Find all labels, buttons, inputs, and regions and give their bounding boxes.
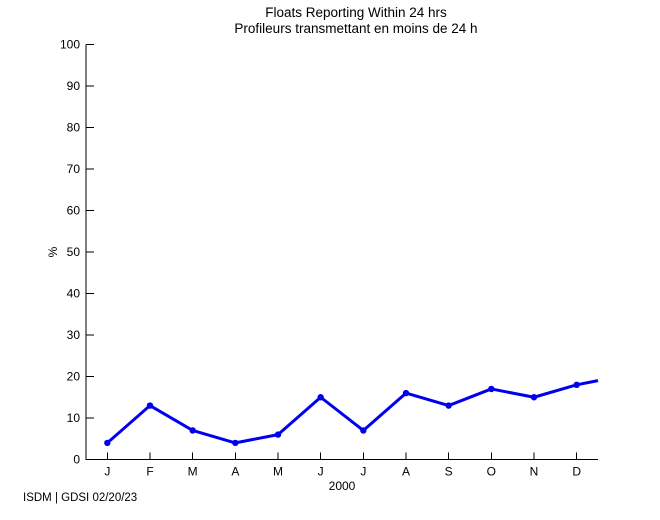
x-tick-label: J <box>104 465 110 479</box>
x-tick-label: O <box>487 465 496 479</box>
data-point-marker <box>445 402 452 409</box>
data-point-marker <box>104 439 111 447</box>
chart-title: Floats Reporting Within 24 hrs <box>265 5 447 20</box>
chart-subtitle: Profileurs transmettant en moins de 24 h <box>234 21 478 36</box>
data-point-marker <box>488 385 495 393</box>
data-point-marker <box>146 402 154 409</box>
x-tick-label: A <box>231 465 239 479</box>
y-tick-label: 40 <box>67 287 81 301</box>
x-tick-label: A <box>402 465 410 479</box>
data-point-marker <box>530 394 538 401</box>
data-point-marker <box>274 431 282 438</box>
data-series-line <box>106 379 599 445</box>
x-tick-label: M <box>273 465 283 479</box>
x-tick-label: M <box>188 465 198 479</box>
x-axis-year-label: 2000 <box>328 479 356 493</box>
data-point-marker <box>360 427 367 434</box>
y-tick-label: 70 <box>67 162 81 176</box>
y-tick-label: 50 <box>67 245 81 259</box>
data-point-marker <box>232 439 239 447</box>
footer-credit: ISDM | GDSI 02/20/23 <box>23 492 138 504</box>
y-tick-label: 80 <box>67 121 81 135</box>
y-tick-label: 20 <box>67 370 81 384</box>
x-tick-label: F <box>146 465 153 479</box>
x-tick-label: J <box>318 465 324 479</box>
y-tick-label: 10 <box>67 411 81 425</box>
data-point-marker <box>402 389 410 397</box>
y-tick-label: 0 <box>73 453 80 467</box>
y-tick-label: 60 <box>67 204 81 218</box>
data-point-marker <box>573 381 580 388</box>
y-tick-label: 90 <box>67 79 81 93</box>
x-tick-label: D <box>572 465 581 479</box>
y-tick-label: 100 <box>60 38 80 52</box>
x-tick-label: S <box>445 465 453 479</box>
y-tick-label: 30 <box>67 328 81 342</box>
x-tick-label: J <box>360 465 366 479</box>
data-point-marker <box>317 394 324 401</box>
x-tick-label: N <box>530 465 539 479</box>
axis-lines <box>85 44 598 460</box>
data-point-marker <box>189 427 196 434</box>
